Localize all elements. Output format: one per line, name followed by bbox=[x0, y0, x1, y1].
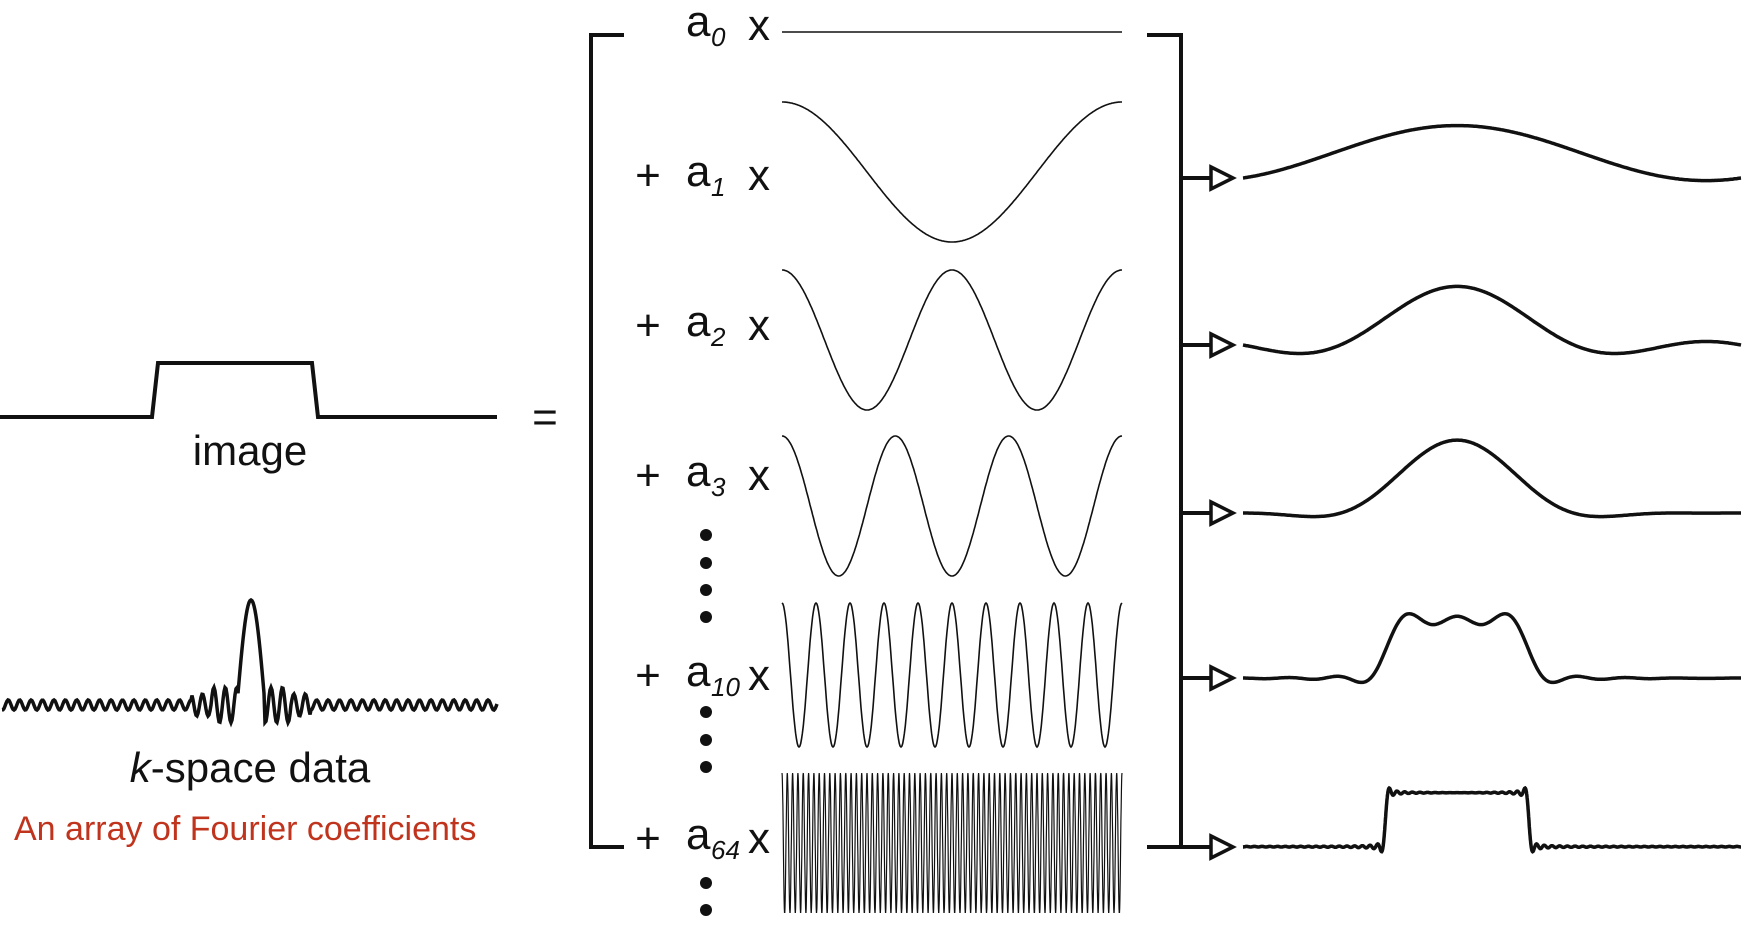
arrow-head-icon bbox=[1209, 833, 1237, 861]
basis-wave-1 bbox=[782, 101, 1122, 243]
basis-wave-2 bbox=[782, 269, 1122, 411]
kspace-label: k-space data bbox=[130, 744, 371, 791]
ellipsis-dot bbox=[700, 706, 712, 718]
coefficient-a-2: a bbox=[686, 297, 711, 346]
kspace-data-curve bbox=[1, 597, 499, 728]
kspace-label-k: k bbox=[130, 744, 153, 791]
arrow-head-icon bbox=[1209, 164, 1237, 192]
coefficient-index-10: 10 bbox=[711, 672, 740, 702]
basis-wave-64 bbox=[781, 772, 1123, 913]
coefficient-index-0: 0 bbox=[711, 22, 726, 52]
arrow-head-icon bbox=[1209, 331, 1237, 359]
plus-sign-10: + bbox=[635, 651, 661, 700]
kspace-label-rest: -space data bbox=[151, 744, 371, 791]
times-sign-0: x bbox=[748, 1, 770, 50]
arrow-head-icon bbox=[1209, 499, 1237, 527]
partial-sum-curve-2 bbox=[1242, 284, 1742, 356]
times-sign-2: x bbox=[748, 301, 770, 350]
ellipsis-dot bbox=[700, 877, 712, 889]
ellipsis-dot bbox=[700, 611, 712, 623]
plus-sign-1: + bbox=[635, 151, 661, 200]
coefficient-index-64: 64 bbox=[711, 835, 740, 865]
basis-wave-3 bbox=[781, 435, 1123, 577]
ellipsis-dot bbox=[700, 734, 712, 746]
image-pulse-curve bbox=[0, 361, 497, 419]
partial-sum-curve-3 bbox=[1243, 438, 1741, 519]
partial-sum-curve-64 bbox=[1242, 785, 1741, 854]
times-sign-1: x bbox=[748, 151, 770, 200]
image-label: image bbox=[193, 427, 307, 474]
coefficient-a-64: a bbox=[686, 810, 711, 859]
times-sign-10: x bbox=[748, 651, 770, 700]
ellipsis-dots bbox=[700, 529, 712, 916]
plus-sign-64: + bbox=[635, 814, 661, 863]
coefficient-index-2: 2 bbox=[710, 322, 726, 352]
partial-sum-curve-10 bbox=[1243, 611, 1741, 685]
ellipsis-dot bbox=[700, 557, 712, 569]
ellipsis-dot bbox=[700, 761, 712, 773]
arrow-head-icon bbox=[1209, 664, 1237, 692]
ellipsis-dot bbox=[700, 584, 712, 596]
plus-sign-2: + bbox=[635, 301, 661, 350]
coefficient-a-0: a bbox=[686, 0, 711, 46]
coefficient-index-1: 1 bbox=[711, 172, 725, 202]
ellipsis-dot bbox=[700, 904, 712, 916]
coefficient-a-10: a bbox=[686, 647, 711, 696]
times-sign-3: x bbox=[748, 451, 770, 500]
ellipsis-dot bbox=[700, 529, 712, 541]
times-sign-64: x bbox=[748, 814, 770, 863]
fourier-coefficients-caption: An array of Fourier coefficients bbox=[14, 810, 476, 848]
left-bracket bbox=[589, 33, 624, 849]
coefficient-a-1: a bbox=[686, 147, 711, 196]
equals-sign: = bbox=[532, 393, 558, 442]
right-bracket bbox=[1147, 33, 1183, 849]
plus-sign-3: + bbox=[635, 451, 661, 500]
partial-sum-curve-1 bbox=[1242, 123, 1742, 183]
coefficient-index-3: 3 bbox=[711, 472, 726, 502]
basis-wave-10 bbox=[781, 601, 1123, 749]
coefficient-a-3: a bbox=[686, 447, 711, 496]
